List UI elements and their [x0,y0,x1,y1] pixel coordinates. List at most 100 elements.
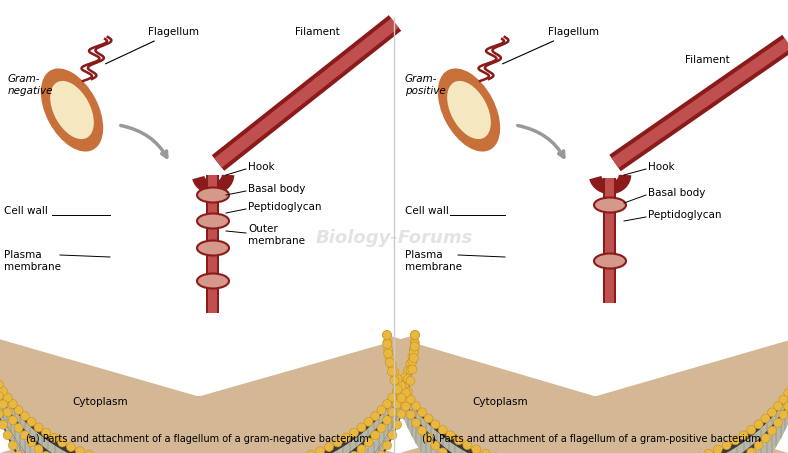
Polygon shape [0,335,415,453]
Polygon shape [0,335,415,453]
Circle shape [377,424,386,432]
Circle shape [3,431,12,440]
Circle shape [761,414,770,423]
Polygon shape [0,335,415,453]
Text: Gram-
negative: Gram- negative [8,74,54,96]
Circle shape [400,373,409,382]
Circle shape [58,438,67,447]
Bar [604,178,616,303]
Circle shape [481,449,490,453]
Circle shape [0,386,8,395]
Circle shape [438,448,448,453]
Circle shape [411,418,421,427]
Circle shape [403,366,412,375]
Circle shape [341,433,351,442]
Circle shape [424,434,433,443]
Circle shape [333,438,342,447]
Circle shape [747,425,756,434]
Text: Cytoplasm: Cytoplasm [72,397,128,407]
Circle shape [357,423,366,432]
Polygon shape [387,335,788,453]
Circle shape [784,388,788,397]
Circle shape [396,380,406,389]
Text: Plasma
membrane: Plasma membrane [405,250,462,272]
Ellipse shape [438,68,500,152]
Circle shape [390,367,399,376]
Circle shape [325,443,333,452]
Polygon shape [611,38,788,168]
Polygon shape [214,18,399,168]
Polygon shape [387,335,788,453]
Circle shape [409,345,418,354]
Bar [206,175,220,313]
Polygon shape [387,335,788,453]
Polygon shape [387,335,788,453]
Circle shape [408,352,417,361]
Text: Peptidoglycan: Peptidoglycan [648,210,722,220]
Text: Flagellum: Flagellum [106,27,199,64]
Circle shape [779,410,788,419]
Circle shape [401,402,411,411]
Circle shape [390,376,399,385]
Polygon shape [0,335,415,453]
Circle shape [3,408,12,417]
Circle shape [392,400,402,409]
Text: (b) Parts and attachment of a flagellum of a gram-positive bacterium: (b) Parts and attachment of a flagellum … [422,434,760,444]
Polygon shape [0,335,415,453]
Ellipse shape [594,254,626,269]
Circle shape [401,388,411,397]
Polygon shape [212,15,401,171]
Circle shape [0,391,3,400]
Circle shape [377,451,386,453]
Text: Cytoplasm: Cytoplasm [472,397,528,407]
Circle shape [408,357,417,366]
Text: Outer
membrane: Outer membrane [248,224,305,246]
Circle shape [754,441,763,450]
Polygon shape [0,335,415,453]
Circle shape [393,385,402,394]
Circle shape [357,445,366,453]
Circle shape [409,348,418,357]
Ellipse shape [41,68,103,152]
Text: Gram-
positive: Gram- positive [405,74,446,96]
Ellipse shape [50,81,94,139]
Circle shape [385,358,394,367]
Polygon shape [387,335,788,453]
Circle shape [730,436,740,445]
Circle shape [85,451,94,453]
Circle shape [50,433,58,442]
Circle shape [383,340,392,349]
Circle shape [411,331,419,339]
Circle shape [472,445,481,453]
Circle shape [34,445,43,453]
Circle shape [774,401,782,410]
Text: (a) Parts and attachment of a flagellum of a gram-negative bacterium: (a) Parts and attachment of a flagellum … [26,434,368,444]
Circle shape [383,400,392,409]
Circle shape [761,434,770,443]
Bar [209,175,217,313]
Text: Peptidoglycan: Peptidoglycan [248,202,322,212]
Circle shape [0,420,8,429]
Circle shape [397,394,406,403]
Polygon shape [387,335,788,453]
Circle shape [424,414,433,423]
Text: Filament: Filament [295,27,340,37]
Circle shape [382,331,392,339]
Circle shape [409,353,418,362]
Text: Basal body: Basal body [648,188,705,198]
Circle shape [438,425,448,434]
Circle shape [411,339,419,348]
Circle shape [431,420,440,429]
Circle shape [9,400,17,409]
Circle shape [784,402,788,411]
Circle shape [384,349,392,358]
Polygon shape [0,335,415,453]
Circle shape [388,393,397,402]
Circle shape [364,438,373,447]
Circle shape [463,441,472,450]
Circle shape [406,410,415,419]
Text: Filament: Filament [685,55,730,65]
Circle shape [779,395,788,404]
Circle shape [370,431,380,440]
Circle shape [722,441,731,450]
